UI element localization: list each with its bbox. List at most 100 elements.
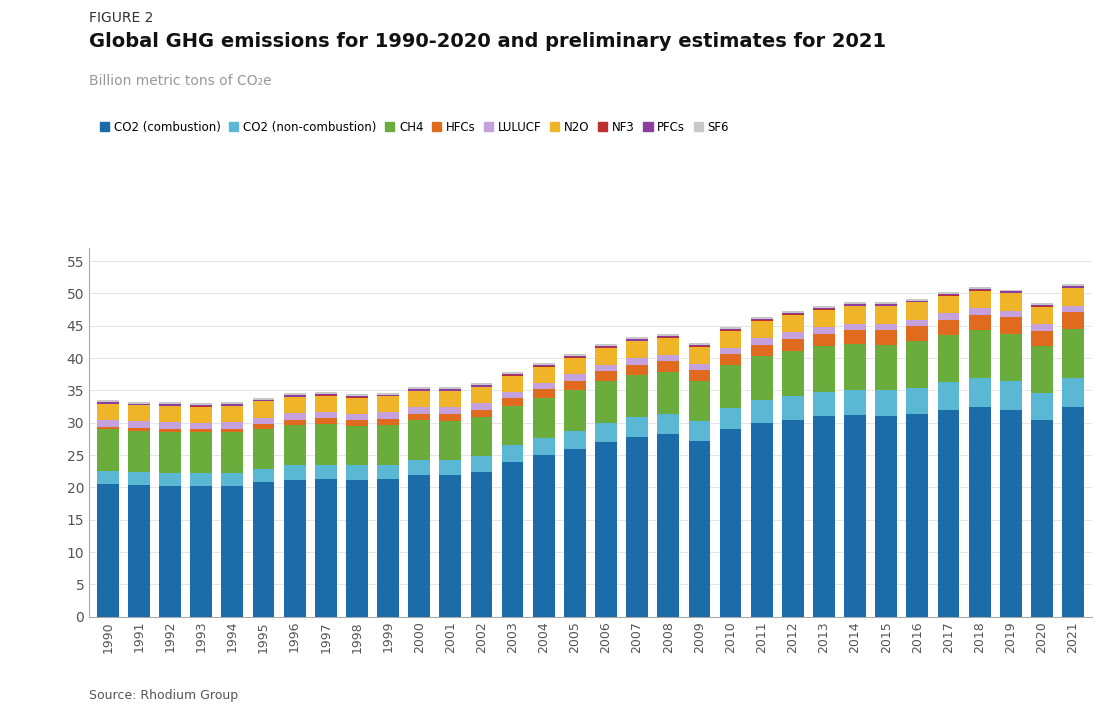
Bar (222, 406, 243, 422)
Bar (532, 367, 555, 383)
Bar (532, 364, 555, 366)
Bar (720, 327, 742, 329)
Bar (564, 449, 586, 617)
Bar (470, 417, 492, 457)
Bar (315, 465, 336, 479)
Bar (315, 394, 336, 395)
Bar (751, 318, 773, 320)
Bar (688, 381, 711, 421)
Bar (969, 287, 990, 289)
Bar (253, 398, 274, 400)
Bar (97, 427, 119, 429)
Bar (595, 371, 617, 381)
Bar (408, 391, 430, 407)
Bar (439, 414, 461, 421)
Bar (159, 429, 180, 432)
Bar (813, 306, 834, 308)
Bar (470, 457, 492, 472)
Bar (439, 391, 461, 407)
Bar (315, 412, 336, 418)
Bar (159, 422, 180, 429)
Bar (501, 445, 524, 462)
Bar (159, 432, 180, 473)
Bar (470, 384, 492, 386)
Bar (128, 485, 150, 617)
Bar (969, 330, 990, 378)
Bar (626, 358, 648, 364)
Bar (190, 403, 212, 405)
Bar (501, 406, 524, 445)
Bar (97, 471, 119, 484)
Bar (751, 400, 773, 423)
Bar (938, 294, 959, 296)
Bar (564, 354, 586, 356)
Bar (751, 356, 773, 400)
Bar (626, 437, 648, 617)
Bar (346, 398, 368, 414)
Bar (938, 382, 959, 410)
Bar (813, 327, 834, 333)
Bar (564, 374, 586, 381)
Bar (969, 291, 990, 308)
Bar (284, 466, 305, 480)
Bar (813, 308, 834, 309)
Bar (222, 432, 243, 473)
Bar (378, 394, 399, 396)
Bar (439, 475, 461, 617)
Bar (720, 347, 742, 354)
Bar (1000, 291, 1022, 293)
Bar (1062, 407, 1084, 617)
Bar (1030, 331, 1053, 347)
Bar (1030, 307, 1053, 325)
Bar (97, 484, 119, 617)
Bar (159, 473, 180, 486)
Bar (128, 430, 150, 472)
Bar (720, 365, 742, 408)
Bar (688, 343, 711, 345)
Bar (657, 334, 680, 336)
Bar (190, 423, 212, 429)
Bar (564, 390, 586, 430)
Bar (1000, 294, 1022, 311)
Text: Billion metric tons of CO₂e: Billion metric tons of CO₂e (89, 74, 272, 89)
Bar (813, 392, 834, 416)
Bar (876, 391, 897, 416)
Bar (907, 341, 928, 388)
Bar (688, 370, 711, 381)
Bar (253, 469, 274, 482)
Legend: CO2 (combustion), CO2 (non-combustion), CH4, HFCs, LULUCF, N2O, NF3, PFCs, SF6: CO2 (combustion), CO2 (non-combustion), … (95, 116, 734, 138)
Bar (876, 416, 897, 617)
Bar (284, 397, 305, 413)
Bar (346, 426, 368, 466)
Bar (190, 429, 212, 432)
Bar (938, 296, 959, 313)
Bar (688, 421, 711, 441)
Bar (1062, 329, 1084, 377)
Bar (844, 306, 866, 324)
Bar (253, 400, 274, 401)
Bar (720, 329, 742, 330)
Bar (346, 466, 368, 480)
Bar (782, 311, 803, 313)
Bar (346, 394, 368, 396)
Bar (470, 387, 492, 403)
Bar (532, 398, 555, 437)
Bar (657, 362, 680, 372)
Bar (844, 324, 866, 330)
Bar (1062, 377, 1084, 407)
Bar (969, 289, 990, 290)
Bar (315, 479, 336, 617)
Bar (315, 424, 336, 465)
Bar (408, 459, 430, 474)
Bar (876, 330, 897, 345)
Bar (782, 420, 803, 617)
Bar (378, 413, 399, 419)
Bar (844, 304, 866, 306)
Bar (532, 383, 555, 389)
Bar (938, 292, 959, 294)
Bar (657, 435, 680, 617)
Bar (844, 330, 866, 344)
Bar (253, 418, 274, 424)
Bar (1062, 289, 1084, 306)
Bar (907, 388, 928, 414)
